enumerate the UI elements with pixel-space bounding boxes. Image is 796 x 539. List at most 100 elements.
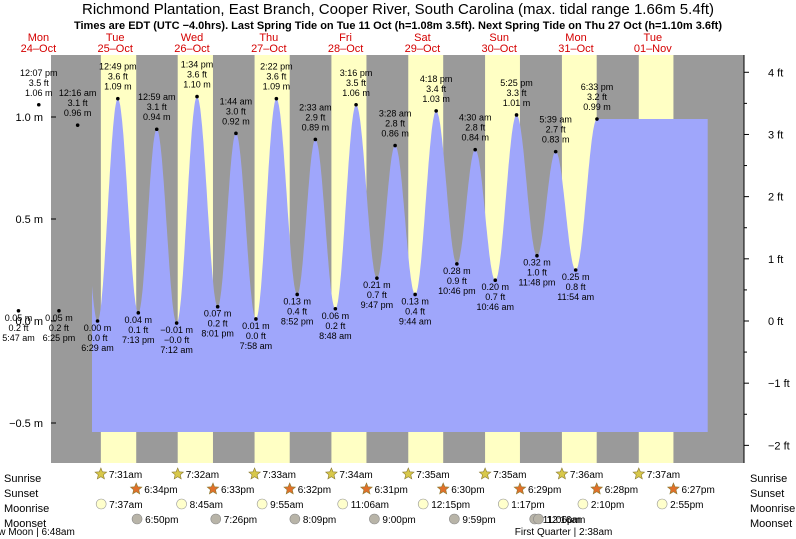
tide-point — [313, 137, 318, 142]
tide-label: 3.2 ft — [587, 92, 608, 102]
tide-label: 0.2 ft — [325, 321, 346, 331]
moonset-icon — [369, 513, 380, 525]
tide-label: 0.2 ft — [8, 323, 29, 333]
tide-label: 0.21 m — [363, 280, 391, 290]
sunset-icon — [129, 482, 143, 495]
tide-point — [215, 304, 220, 309]
tide-label: 7:58 am — [240, 341, 273, 351]
tide-label: 2:33 am — [299, 102, 332, 112]
tide-label: 0.28 m — [443, 266, 471, 276]
tide-label: 0.13 m — [401, 296, 429, 306]
moonset-icon — [289, 513, 301, 525]
tide-label: 6:29 am — [81, 343, 114, 353]
tide-label: 0.01 m — [242, 321, 270, 331]
chart-title: Richmond Plantation, East Branch, Cooper… — [82, 1, 714, 18]
tide-label: 8:52 pm — [281, 316, 314, 326]
moonrise-time: 11:06am — [351, 500, 389, 511]
sunset-time: 6:30pm — [451, 485, 484, 496]
tide-label: 2.8 ft — [385, 119, 406, 129]
right-tick-label: −1 ft — [768, 378, 790, 390]
tide-label: 11:54 am — [557, 292, 594, 302]
sunrise-time: 7:32am — [186, 470, 219, 481]
tide-label: 3.1 ft — [147, 102, 168, 112]
tide-point — [413, 292, 417, 297]
tide-point — [234, 131, 238, 136]
tide-label: −0.01 m — [160, 325, 193, 335]
sunset-icon — [590, 482, 604, 495]
tide-label: 3:16 pm — [340, 68, 373, 78]
sunset-time: 6:32pm — [298, 485, 331, 496]
moonset-time: 7:26pm — [224, 515, 257, 526]
tide-label: 3.0 ft — [226, 106, 247, 116]
day-name: Sat — [414, 32, 431, 44]
sunrise-icon — [555, 467, 569, 480]
sunset-icon — [359, 482, 373, 495]
tide-label: 6:25 pm — [43, 333, 76, 343]
tide-label: 0.05 m — [45, 313, 73, 323]
right-tick-label: 3 ft — [768, 129, 783, 141]
day-name: Mon — [28, 32, 49, 44]
tide-label: 4:30 am — [459, 113, 492, 123]
tide-label: 0.25 m — [562, 272, 590, 282]
moon-phase: New Moon | 6:48am — [0, 527, 75, 538]
tide-label: 5:25 pm — [500, 78, 533, 88]
tide-point — [16, 309, 21, 313]
moonset-time: 8:09pm — [303, 515, 336, 526]
tide-point — [514, 113, 519, 117]
tide-label: 0.4 ft — [405, 306, 426, 316]
moonrise-icon — [337, 498, 349, 510]
sunset-time: 6:29pm — [528, 485, 561, 496]
moonset-time: 9:59pm — [462, 515, 495, 526]
sunrise-time: 7:35am — [493, 470, 526, 481]
tide-label: 0.83 m — [542, 135, 570, 145]
tide-label: 3.3 ft — [507, 88, 528, 98]
moonset-time: 6:50pm — [145, 515, 178, 526]
tide-label: 1.06 m — [342, 88, 370, 98]
astro-row-label-right: Sunrise — [750, 473, 787, 485]
tide-label: 1:44 am — [220, 96, 253, 106]
tide-label: −0.0 ft — [164, 335, 190, 345]
right-tick-label: 4 ft — [768, 67, 783, 79]
astro-row-label-right: Sunset — [750, 488, 784, 500]
day-date: 26–Oct — [174, 43, 209, 55]
day-date: 24–Oct — [21, 43, 56, 55]
tide-label: 0.92 m — [222, 116, 250, 126]
tide-point — [553, 149, 558, 154]
tide-label: 0.06 m — [322, 311, 350, 321]
tide-point — [455, 262, 459, 266]
sunrise-time: 7:33am — [263, 470, 296, 481]
tide-label: 0.7 ft — [367, 290, 388, 300]
tide-label: 3.6 ft — [108, 72, 129, 82]
right-tick-label: 2 ft — [768, 192, 783, 204]
right-tick-label: −2 ft — [768, 440, 790, 452]
tide-point — [136, 311, 141, 315]
sunrise-icon — [632, 467, 646, 480]
moonrise-time: 8:45am — [190, 500, 223, 511]
day-headers: Mon24–OctTue25–OctWed26–OctThu27–OctFri2… — [21, 32, 673, 55]
tide-label: 3.5 ft — [29, 78, 50, 88]
tide-label: 3.6 ft — [266, 72, 287, 82]
tide-label: 0.86 m — [381, 129, 409, 139]
moonrise-icon — [498, 498, 509, 510]
tide-label: 7:13 pm — [122, 335, 155, 345]
sunset-icon — [666, 482, 680, 495]
tide-label: 1:34 pm — [181, 60, 214, 70]
tide-point — [195, 94, 199, 99]
tide-label: 4:18 pm — [420, 74, 453, 84]
left-tick-label: 0.0 m — [15, 316, 43, 328]
tide-point — [95, 319, 100, 323]
tide-point — [354, 102, 358, 107]
tide-point — [36, 102, 41, 107]
tide-point — [573, 268, 578, 272]
tide-point — [473, 147, 478, 152]
sunset-time: 6:33pm — [221, 485, 254, 496]
day-name: Mon — [565, 32, 586, 44]
tide-label: 0.96 m — [64, 108, 92, 118]
moonrise-time: 9:55am — [270, 500, 303, 511]
plot-area — [51, 55, 744, 463]
tide-label: 0.4 ft — [287, 306, 308, 316]
moonrise-icon — [656, 498, 668, 510]
tide-label: 2.7 ft — [546, 125, 567, 135]
day-name: Sun — [489, 32, 509, 44]
